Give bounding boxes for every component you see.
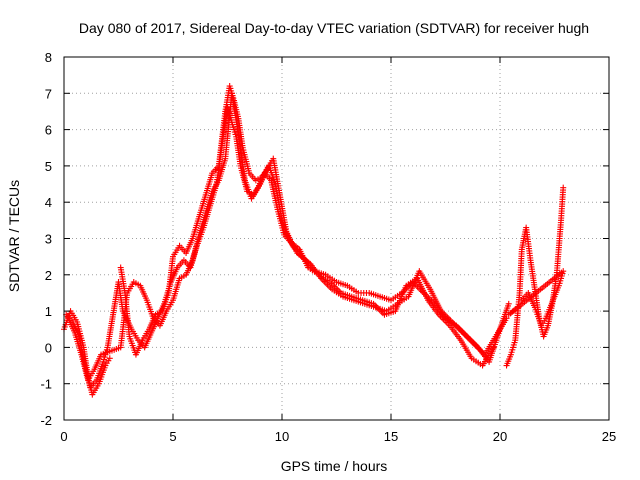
data-point bbox=[560, 184, 567, 191]
data-point bbox=[490, 344, 497, 351]
y-tick-label: -2 bbox=[40, 413, 52, 428]
y-tick-label: 2 bbox=[45, 268, 52, 283]
y-tick-label: -1 bbox=[40, 377, 52, 392]
data-point bbox=[106, 355, 113, 362]
data-point bbox=[514, 304, 521, 311]
y-tick-label: 4 bbox=[45, 195, 52, 210]
y-tick-label: 3 bbox=[45, 232, 52, 247]
y-tick-label: 0 bbox=[45, 340, 52, 355]
x-tick-label: 5 bbox=[169, 429, 176, 444]
data-point bbox=[505, 300, 512, 307]
data-point bbox=[503, 315, 510, 322]
y-axis-label: SDTVAR / TECUs bbox=[6, 180, 22, 292]
y-tick-label: 6 bbox=[45, 123, 52, 138]
y-tick-label: 1 bbox=[45, 304, 52, 319]
data-points-layer bbox=[61, 83, 567, 398]
x-tick-label: 20 bbox=[493, 429, 507, 444]
y-tick-label: 7 bbox=[45, 86, 52, 101]
x-tick-label: 15 bbox=[384, 429, 398, 444]
x-tick-label: 0 bbox=[60, 429, 67, 444]
x-tick-label: 25 bbox=[602, 429, 616, 444]
x-tick-label: 10 bbox=[275, 429, 289, 444]
x-axis-label: GPS time / hours bbox=[281, 458, 388, 474]
axis-layer: 0 5 10 15 20 25 -2 -1 0 1 2 3 4 5 6 7 8 bbox=[40, 50, 616, 444]
grid-layer bbox=[64, 57, 609, 420]
y-tick-label: 5 bbox=[45, 159, 52, 174]
chart-title: Day 080 of 2017, Sidereal Day-to-day VTE… bbox=[79, 20, 589, 36]
y-tick-label: 8 bbox=[45, 50, 52, 65]
